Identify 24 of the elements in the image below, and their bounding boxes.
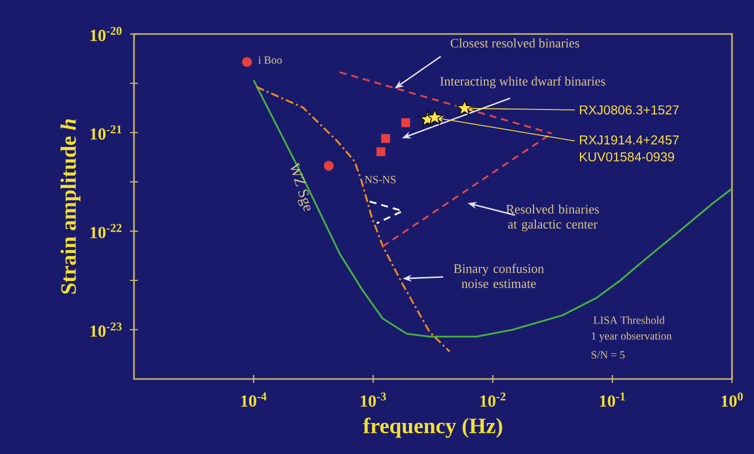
x-tick-label: 10$^{-3}$ <box>360 392 386 407</box>
y-tick-label: 10$^{-22}$ <box>90 224 122 238</box>
x-tick-label: 10$^{-1}$ <box>600 392 625 407</box>
annotation: RXJ0806.3+1527 <box>580 105 679 114</box>
x-tick-label: 10$^{0}$ <box>722 392 743 407</box>
y-axis-title: Strain amplitude h <box>60 119 80 294</box>
annotation: RXJ1914.4+2457 <box>580 135 679 145</box>
annotation: KUV01584-0939 <box>580 152 674 162</box>
annotation: NS-NS <box>364 176 396 184</box>
x-tick-label: 10$^{-2}$ <box>480 392 506 407</box>
x-tick-label: 10$^{-4}$ <box>241 392 267 407</box>
annotation: i Boo <box>258 56 282 64</box>
x-axis-title: frequency (Hz) <box>363 418 502 438</box>
annotation: Closest resolved binaries <box>450 38 580 48</box>
annotation: S/N = 5 <box>592 351 625 359</box>
annotation: Binary confusion noise estimate <box>454 264 544 288</box>
y-tick-label: 10$^{-21}$ <box>90 125 122 140</box>
annotation: LISA Threshold <box>594 316 665 324</box>
annotation: WZ Sge <box>290 162 310 212</box>
y-tick-label: 10$^{-23}$ <box>90 322 122 337</box>
annotation: 1 year observation <box>592 332 672 342</box>
annotation: Resolved binaries at galactic center <box>506 204 599 232</box>
annotation: Interacting white dwarf binaries <box>440 76 606 88</box>
y-tick-label: 10$^{-20}$ <box>90 26 122 42</box>
